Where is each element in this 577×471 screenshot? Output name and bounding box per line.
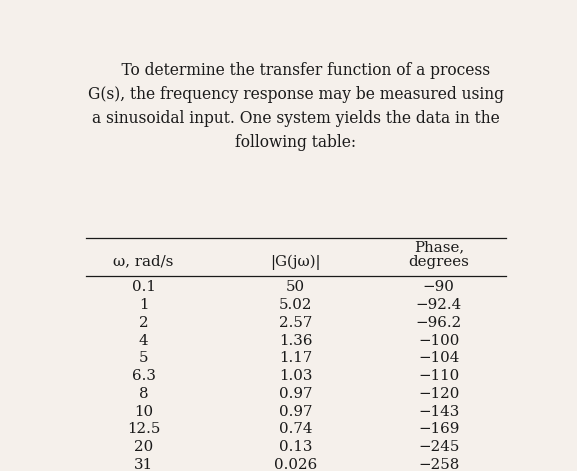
Text: 0.1: 0.1 (132, 280, 156, 294)
Text: 5.02: 5.02 (279, 298, 313, 312)
Text: 50: 50 (286, 280, 305, 294)
Text: −245: −245 (418, 440, 459, 454)
Text: 6.3: 6.3 (132, 369, 156, 383)
Text: Phase,: Phase, (414, 241, 464, 255)
Text: 8: 8 (139, 387, 148, 401)
Text: 1.36: 1.36 (279, 333, 313, 348)
Text: −258: −258 (418, 458, 459, 471)
Text: −120: −120 (418, 387, 459, 401)
Text: −92.4: −92.4 (415, 298, 462, 312)
Text: 2.57: 2.57 (279, 316, 312, 330)
Text: 1: 1 (139, 298, 148, 312)
Text: −90: −90 (423, 280, 455, 294)
Text: 12.5: 12.5 (127, 422, 160, 437)
Text: 4: 4 (139, 333, 148, 348)
Text: 1.17: 1.17 (279, 351, 312, 365)
Text: 0.026: 0.026 (274, 458, 317, 471)
Text: −143: −143 (418, 405, 459, 419)
Text: −96.2: −96.2 (415, 316, 462, 330)
Text: 10: 10 (134, 405, 153, 419)
Text: 0.97: 0.97 (279, 387, 313, 401)
Text: −169: −169 (418, 422, 459, 437)
Text: −104: −104 (418, 351, 459, 365)
Text: 2: 2 (139, 316, 148, 330)
Text: 0.13: 0.13 (279, 440, 313, 454)
Text: 0.74: 0.74 (279, 422, 313, 437)
Text: −100: −100 (418, 333, 459, 348)
Text: 5: 5 (139, 351, 148, 365)
Text: 31: 31 (134, 458, 153, 471)
Text: |G(jω)|: |G(jω)| (271, 254, 321, 270)
Text: 20: 20 (134, 440, 153, 454)
Text: To determine the transfer function of a process
G(s), the frequency response may: To determine the transfer function of a … (88, 62, 504, 151)
Text: degrees: degrees (409, 254, 469, 268)
Text: −110: −110 (418, 369, 459, 383)
Text: 1.03: 1.03 (279, 369, 313, 383)
Text: ω, rad/s: ω, rad/s (114, 254, 174, 268)
Text: 0.97: 0.97 (279, 405, 313, 419)
